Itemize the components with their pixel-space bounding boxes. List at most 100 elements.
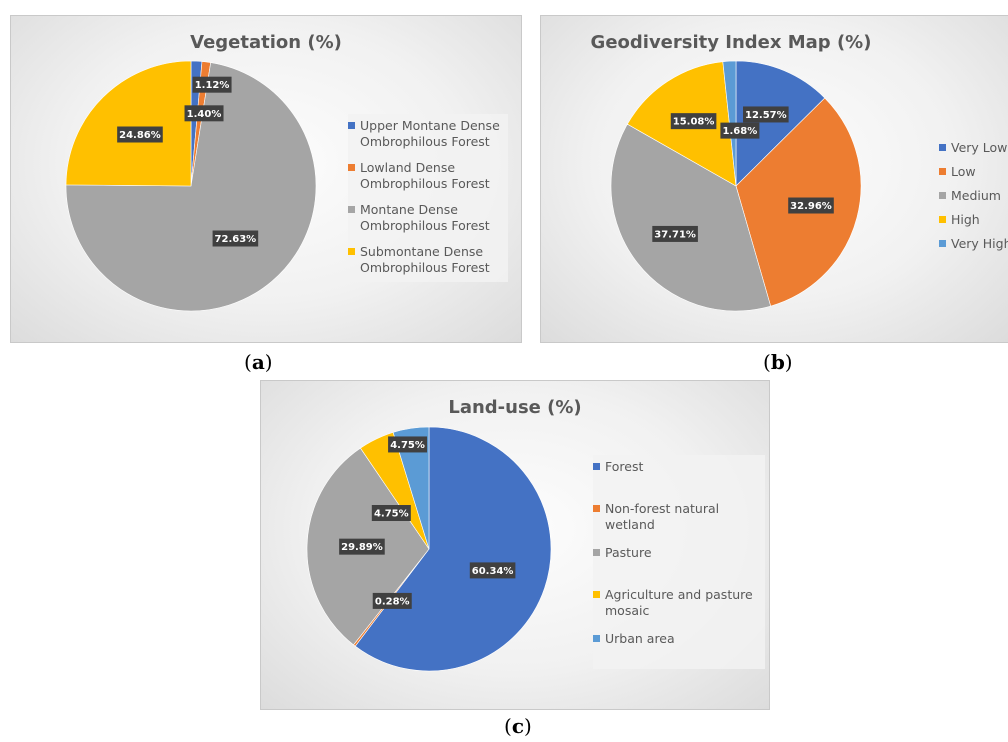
legend-swatch	[939, 192, 946, 199]
data-label-text: 4.75%	[374, 509, 409, 520]
data-label-text: 24.86%	[119, 130, 161, 141]
data-label: 37.71%	[652, 225, 698, 242]
pie-slice-medium	[610, 123, 772, 312]
data-label-box	[371, 505, 411, 522]
legend-item: Upper Montane Dense Ombrophilous Forest	[348, 118, 508, 150]
chart-title: Land-use (%)	[448, 397, 582, 418]
legend-item: Non-forest natural wetland	[593, 501, 745, 533]
data-label-box	[788, 197, 834, 214]
data-label-box	[184, 105, 224, 122]
data-label: 0.28%	[372, 592, 412, 609]
data-label-box	[743, 106, 789, 123]
data-label: 1.40%	[184, 105, 224, 122]
legend-label: Montane Dense Ombrophilous Forest	[360, 202, 490, 233]
legend-item: Submontane Dense Ombrophilous Forest	[348, 244, 508, 276]
vegetation-chart-panel: Vegetation (%) 1.40% 1.12% 72.63% 24.86% Up…	[10, 15, 522, 343]
pie-slice-urban-area	[392, 426, 430, 550]
legend-label: Low	[951, 164, 976, 179]
geodiversity-pie: 12.57% 32.96% 37.71% 15.08% 1.68%	[610, 60, 862, 312]
caption-c: (c)	[504, 714, 532, 738]
chart-title: Geodiversity Index Map (%)	[590, 32, 872, 53]
data-label: 12.57%	[743, 106, 789, 123]
data-label: 1.12%	[192, 76, 232, 93]
data-label-box	[372, 592, 412, 609]
legend-item: Montane Dense Ombrophilous Forest	[348, 202, 508, 234]
data-label: 4.75%	[388, 436, 428, 453]
legend-label: Pasture	[605, 545, 652, 560]
data-label-text: 15.08%	[673, 117, 715, 128]
legend-item: Low	[939, 164, 1008, 180]
data-label-text: 32.96%	[790, 201, 832, 212]
legend-label: Upper Montane Dense Ombrophilous Forest	[360, 118, 500, 149]
legend-swatch	[593, 635, 600, 642]
data-label-box	[670, 113, 717, 130]
legend-swatch	[939, 144, 946, 151]
data-label-text: 0.28%	[375, 596, 410, 607]
legend-swatch	[593, 549, 600, 556]
data-label-text: 1.40%	[187, 109, 222, 120]
legend-label: Urban area	[605, 631, 675, 646]
data-label-box	[339, 538, 385, 555]
legend-swatch	[348, 248, 355, 255]
legend-item: Very Low	[939, 140, 1008, 156]
data-label: 72.63%	[212, 230, 259, 247]
pie-slice-submontane-dense-ombrophilous-forest	[65, 60, 192, 187]
data-label-box	[652, 225, 698, 242]
legend-swatch	[593, 505, 600, 512]
data-label-box	[720, 122, 760, 139]
data-label: 4.75%	[371, 505, 411, 522]
legend-swatch	[939, 240, 946, 247]
legend-swatch	[348, 206, 355, 213]
legend-label: Non-forest natural wetland	[605, 501, 720, 532]
data-label: 15.08%	[670, 113, 717, 130]
legend-label: Medium	[951, 188, 1001, 203]
chart-title: Vegetation (%)	[190, 32, 342, 53]
geodiversity-chart-panel: Geodiversity Index Map (%) 12.57% 32.96% 3…	[540, 15, 1008, 343]
legend-swatch	[348, 122, 355, 129]
legend-item: Medium	[939, 188, 1008, 204]
data-label-text: 12.57%	[745, 110, 787, 121]
data-label-text: 37.71%	[654, 229, 696, 240]
data-label: 1.68%	[720, 122, 760, 139]
legend-swatch	[939, 168, 946, 175]
data-label-box	[117, 126, 163, 143]
caption-b: (b)	[763, 350, 793, 374]
legend-label: Agriculture and pasture mosaic	[605, 587, 753, 618]
legend-swatch	[593, 463, 600, 470]
legend-label: Very Low	[951, 140, 1008, 155]
pie-slice-very-low	[735, 60, 826, 187]
caption-a: (a)	[244, 350, 273, 374]
legend-swatch	[348, 164, 355, 171]
legend-swatch	[939, 216, 946, 223]
legend-item: Urban area	[593, 631, 765, 647]
legend-label: Lowland Dense Ombrophilous Forest	[360, 160, 490, 191]
data-label: 32.96%	[788, 197, 834, 214]
landuse-pie: 60.34% 0.28% 29.89% 4.75% 4.75%	[306, 426, 552, 672]
data-label-text: 72.63%	[215, 234, 257, 245]
data-label-box	[192, 76, 232, 93]
landuse-chart-panel: Land-use (%) 60.34% 0.28% 29.89% 4.75% 4.75%…	[260, 380, 770, 710]
legend-item: Lowland Dense Ombrophilous Forest	[348, 160, 508, 192]
data-label-text: 1.12%	[195, 80, 230, 91]
data-label-text: 29.89%	[341, 542, 383, 553]
legend-item: High	[939, 212, 1008, 228]
chart-legend: Very Low Low Medium High Very High	[939, 138, 1008, 260]
data-label-box	[469, 562, 516, 579]
legend-label: Submontane Dense Ombrophilous Forest	[360, 244, 490, 275]
data-label-text: 1.68%	[723, 126, 758, 137]
data-label-box	[212, 230, 259, 247]
data-label-text: 4.75%	[390, 440, 425, 451]
legend-swatch	[593, 591, 600, 598]
vegetation-pie: 1.40% 1.12% 72.63% 24.86%	[65, 60, 317, 312]
chart-legend: Upper Montane Dense Ombrophilous Forest …	[348, 114, 508, 282]
legend-label: High	[951, 212, 980, 227]
legend-label: Forest	[605, 459, 644, 474]
data-label: 29.89%	[339, 538, 385, 555]
data-label-text: 60.34%	[472, 566, 514, 577]
pie-slice-forest	[354, 426, 552, 672]
legend-label: Very High	[951, 236, 1008, 251]
data-label: 24.86%	[117, 126, 163, 143]
data-label: 60.34%	[469, 562, 516, 579]
pie-slice-montane-dense-ombrophilous-forest	[65, 62, 317, 312]
chart-legend: Forest Non-forest natural wetland Pastur…	[593, 455, 765, 669]
